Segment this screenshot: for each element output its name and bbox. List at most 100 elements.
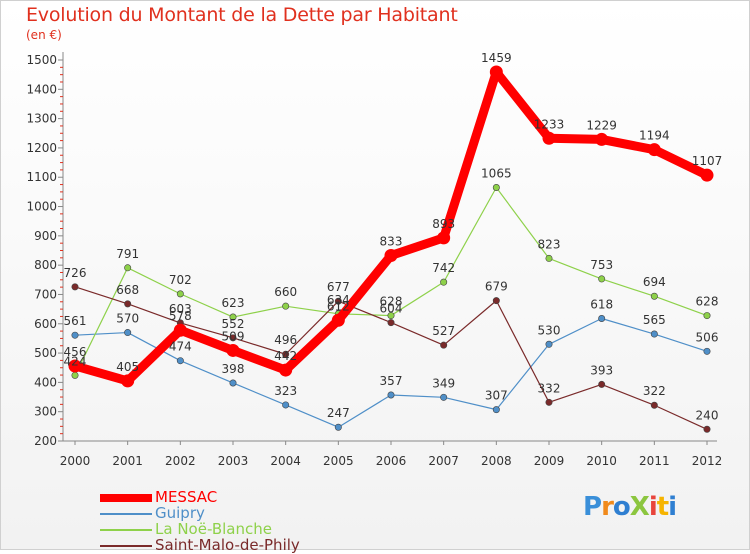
- data-label: 742: [432, 261, 455, 275]
- data-point: [282, 302, 290, 310]
- data-label: 628: [696, 295, 719, 309]
- logo-letter: r: [601, 492, 614, 522]
- data-point: [437, 231, 451, 245]
- data-label: 474: [169, 340, 192, 354]
- logo-letter: i: [648, 492, 658, 522]
- data-label: 506: [696, 330, 719, 344]
- chart-axes: 200 300 400 500 600 700 800 900 1000 1100 1200 1300…: [26, 52, 722, 468]
- chart-title: Evolution du Montant de la Dette par Hab…: [26, 4, 458, 26]
- data-point: [71, 283, 79, 291]
- y-tick-label: 1300: [26, 112, 57, 126]
- data-label: 496: [274, 333, 297, 347]
- data-point: [598, 314, 606, 322]
- data-point: [440, 341, 448, 349]
- data-point: [71, 371, 79, 379]
- legend-label: La Noë-Blanche: [155, 520, 272, 538]
- data-label: 668: [116, 283, 139, 297]
- data-point: [68, 359, 82, 373]
- data-point: [492, 183, 500, 191]
- data-label: 247: [327, 406, 350, 420]
- data-label: 702: [169, 273, 192, 287]
- data-label: 527: [432, 324, 455, 338]
- data-label: 578: [169, 309, 192, 323]
- y-tick-label: 200: [34, 434, 57, 448]
- data-point: [650, 401, 658, 409]
- data-label: 791: [116, 247, 139, 261]
- x-tick-label: 2000: [60, 454, 91, 468]
- data-label: 1065: [481, 166, 512, 180]
- y-tick-label: 1400: [26, 82, 57, 96]
- data-point: [282, 401, 290, 409]
- data-point: [545, 398, 553, 406]
- data-point: [703, 425, 711, 433]
- data-label: 623: [222, 296, 245, 310]
- series-layer: [68, 65, 714, 433]
- data-point: [176, 357, 184, 365]
- data-label: 424: [64, 354, 87, 368]
- legend-swatch: [100, 529, 152, 531]
- data-labels-layer: 561 570 474 398 323 247 357 349 307 530 618 565 506 4…: [64, 51, 723, 422]
- logo-letter: X: [629, 492, 650, 522]
- data-point: [598, 275, 606, 283]
- data-point: [387, 312, 395, 320]
- y-tick-label: 500: [34, 346, 57, 360]
- logo-letter: P: [583, 492, 602, 522]
- data-point: [598, 380, 606, 388]
- x-tick-label: 2011: [639, 454, 670, 468]
- logo-letter: i: [668, 492, 677, 522]
- data-point: [124, 329, 132, 337]
- data-label: 398: [222, 362, 245, 376]
- data-label: 618: [590, 297, 613, 311]
- x-tick-label: 2008: [481, 454, 512, 468]
- logo-letter: t: [656, 492, 669, 522]
- legend-label: Guipry: [155, 504, 205, 522]
- data-point: [545, 340, 553, 348]
- data-point: [440, 393, 448, 401]
- data-label: 833: [380, 234, 403, 248]
- x-tick-label: 2012: [692, 454, 723, 468]
- data-label: 1107: [692, 154, 723, 168]
- data-label: 677: [327, 280, 350, 294]
- data-point: [282, 350, 290, 358]
- y-tick-label: 900: [34, 229, 57, 243]
- legend-swatch: [100, 545, 152, 547]
- data-label: 530: [538, 323, 561, 337]
- data-label: 405: [116, 360, 139, 374]
- x-tick-label: 2009: [534, 454, 565, 468]
- data-label: 823: [538, 237, 561, 251]
- data-label: 1194: [639, 129, 670, 143]
- data-point: [71, 331, 79, 339]
- data-label: 357: [380, 374, 403, 388]
- data-label: 307: [485, 389, 508, 403]
- data-point: [492, 406, 500, 414]
- data-point: [440, 278, 448, 286]
- data-label: 349: [432, 376, 455, 390]
- y-tick-label: 700: [34, 287, 57, 301]
- data-point: [121, 374, 135, 388]
- data-point: [489, 65, 503, 79]
- y-tick-label: 1200: [26, 141, 57, 155]
- x-tick-label: 2003: [218, 454, 249, 468]
- data-point: [703, 312, 711, 320]
- data-label: 456: [64, 345, 87, 359]
- data-label: 332: [538, 381, 561, 395]
- data-point: [703, 347, 711, 355]
- y-tick-label: 300: [34, 405, 57, 419]
- legend-label: MESSAC: [155, 488, 218, 506]
- data-point: [229, 334, 237, 342]
- data-label: 322: [643, 384, 666, 398]
- data-label: 628: [380, 295, 403, 309]
- data-point: [700, 168, 714, 182]
- data-label: 565: [643, 313, 666, 327]
- data-point: [334, 297, 342, 305]
- data-label: 694: [643, 275, 666, 289]
- data-point: [226, 343, 240, 357]
- data-point: [334, 423, 342, 431]
- data-label: 1229: [586, 118, 617, 132]
- data-point: [229, 379, 237, 387]
- data-label: 612: [327, 299, 350, 313]
- data-point: [545, 254, 553, 262]
- y-tick-label: 1500: [26, 53, 57, 67]
- data-label: 240: [696, 408, 719, 422]
